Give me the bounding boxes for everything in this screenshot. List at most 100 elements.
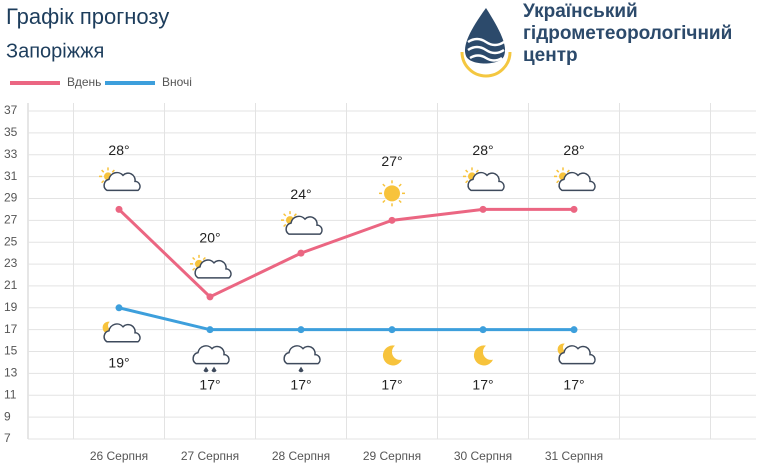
moon [473, 345, 493, 366]
sun-ray [283, 213, 287, 217]
y-tick-label: 11 [4, 387, 17, 401]
weather-icon [102, 321, 141, 343]
org-name: гідрометеорологічний [523, 23, 732, 44]
point [206, 293, 214, 301]
sun-ray [192, 256, 196, 261]
value-label: 17° [472, 376, 493, 392]
sun-ray [398, 199, 402, 204]
weather-icon [473, 345, 493, 366]
value-label: 28° [108, 142, 129, 158]
y-tick-label: 33 [4, 147, 18, 161]
point [479, 326, 487, 334]
x-tick-label: 29 Серпня [363, 449, 421, 463]
y-tick-label: 15 [4, 344, 18, 358]
org-name: центр [523, 45, 578, 66]
sun-ray [475, 169, 479, 173]
point [297, 326, 305, 334]
value-label: 17° [563, 376, 584, 392]
value-label: 17° [381, 376, 402, 392]
point [570, 205, 578, 213]
sun-ray [566, 169, 570, 173]
sun-ray [111, 169, 115, 173]
value-label: 28° [563, 142, 584, 158]
cloud [103, 171, 141, 192]
y-tick-label: 25 [4, 234, 18, 248]
y-tick-label: 21 [4, 278, 18, 292]
cloud [283, 345, 321, 365]
weather-icon [190, 254, 232, 279]
sun-ray [293, 213, 297, 217]
weather-icon [99, 167, 141, 192]
value-label: 17° [290, 376, 311, 392]
sun-ray [556, 169, 560, 173]
rain-drop [203, 366, 209, 373]
cloud [558, 345, 596, 365]
y-tick-label: 27 [4, 213, 18, 227]
cloud [285, 215, 323, 235]
series-line [118, 306, 574, 332]
sun-ray [283, 223, 287, 228]
rain-drop [211, 366, 217, 373]
point [115, 205, 123, 213]
cloud [467, 171, 505, 192]
cloud [103, 323, 141, 343]
x-tick-label: 30 Серпня [454, 449, 512, 463]
point [297, 249, 305, 257]
point [479, 205, 487, 213]
y-tick-label: 37 [4, 103, 18, 117]
x-tick-label: 27 Серпня [181, 449, 239, 463]
x-tick-label: 28 Серпня [272, 449, 330, 463]
legend-label: Вночі [162, 75, 192, 89]
point [206, 326, 214, 334]
y-tick-label: 31 [4, 169, 18, 183]
sun-ray [465, 180, 469, 184]
weather-icon [281, 211, 323, 235]
weather-icon [463, 167, 505, 192]
y-tick-label: 7 [4, 431, 11, 445]
cloud [558, 171, 596, 192]
cloud [192, 345, 230, 365]
logo [460, 8, 512, 78]
org-name: Український [523, 1, 638, 22]
sun-ray [398, 183, 402, 187]
series-line [117, 207, 574, 299]
rain-drop [298, 366, 304, 373]
sun-ray [101, 169, 105, 173]
x-tick-label: 26 Серпня [90, 449, 148, 463]
subtitle: Запоріжжя [6, 40, 104, 62]
sun-ray [465, 169, 469, 173]
y-tick-label: 35 [4, 125, 18, 139]
value-label: 20° [199, 230, 220, 246]
weather-icon [283, 345, 321, 373]
sun [384, 185, 400, 202]
y-tick-label: 29 [4, 191, 18, 205]
value-label: 17° [199, 376, 220, 392]
legend-label: Вдень [67, 75, 101, 89]
sun-ray [382, 199, 386, 204]
sun-ray [192, 267, 196, 271]
point [570, 326, 578, 334]
y-tick-label: 23 [4, 256, 18, 270]
y-tick-label: 17 [4, 322, 18, 336]
weather-icon [557, 343, 596, 365]
weather-icon [192, 345, 230, 373]
weather-icon [554, 167, 596, 192]
value-label: 27° [381, 153, 402, 169]
point [115, 304, 123, 312]
point [388, 216, 396, 224]
cloud [194, 259, 232, 279]
weather-icon [379, 180, 405, 207]
value-label: 19° [108, 355, 129, 371]
sun-ray [202, 256, 206, 261]
x-tick-label: 31 Серпня [545, 449, 603, 463]
moon [382, 345, 402, 366]
y-tick-label: 9 [4, 409, 11, 423]
point [388, 326, 396, 334]
sun-ray [382, 183, 386, 187]
sun-ray [101, 180, 105, 184]
value-label: 28° [472, 142, 493, 158]
sun-ray [556, 180, 560, 184]
y-tick-label: 13 [4, 366, 18, 380]
value-label: 24° [290, 186, 311, 202]
